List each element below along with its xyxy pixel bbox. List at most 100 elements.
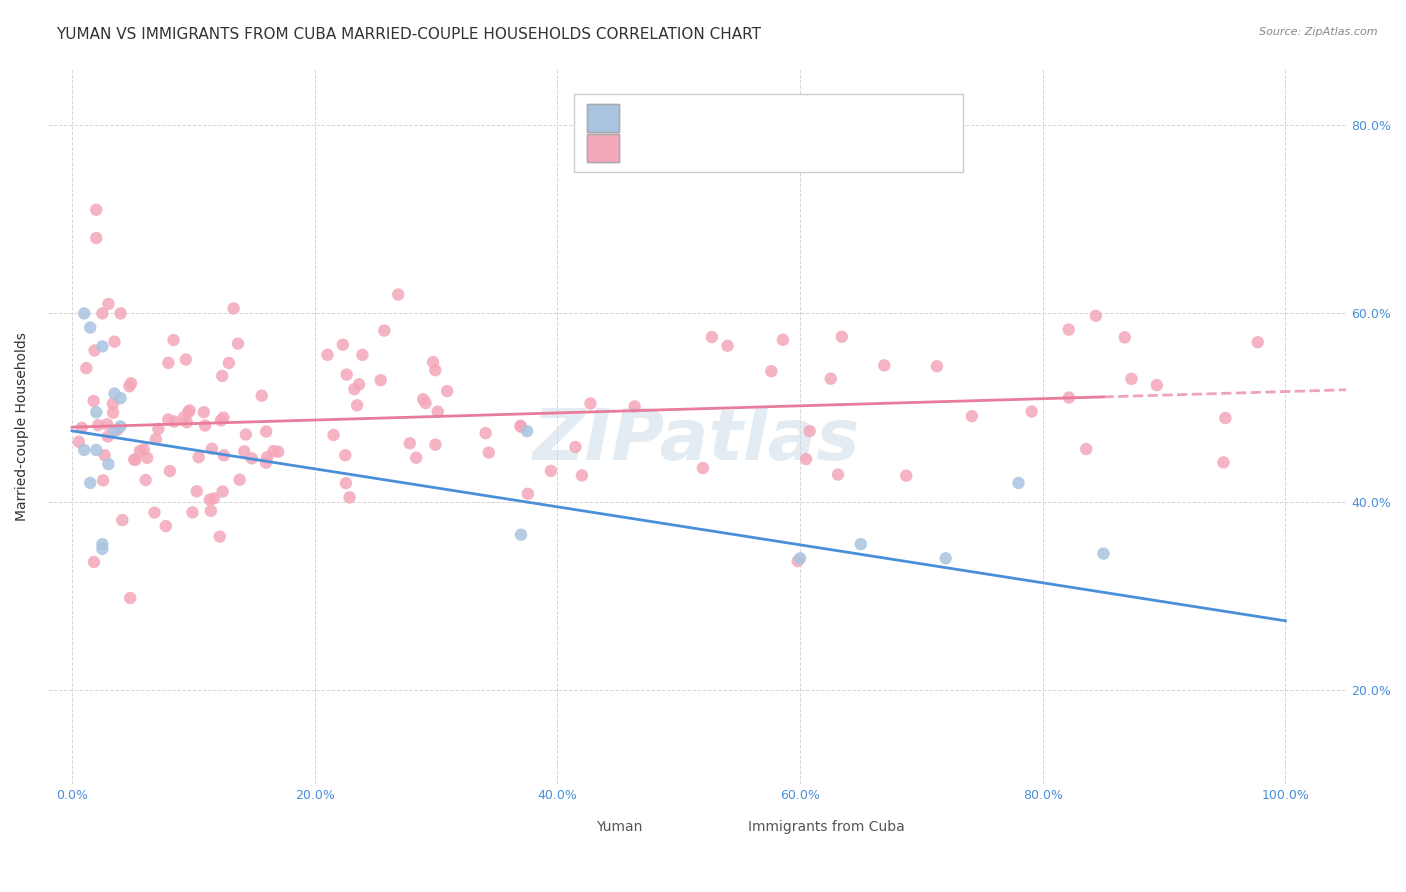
Text: Yuman: Yuman bbox=[596, 821, 643, 834]
Point bbox=[120, 591, 142, 605]
Point bbox=[118, 379, 141, 393]
FancyBboxPatch shape bbox=[586, 135, 619, 161]
Point bbox=[336, 368, 359, 382]
Point bbox=[177, 405, 200, 419]
Point bbox=[132, 442, 155, 457]
Point bbox=[373, 324, 395, 338]
Point bbox=[347, 377, 370, 392]
Point bbox=[510, 527, 533, 541]
Point bbox=[607, 796, 630, 810]
Point bbox=[346, 398, 368, 412]
Point bbox=[129, 444, 152, 458]
Point bbox=[412, 392, 434, 407]
Point bbox=[250, 389, 273, 403]
Point bbox=[263, 444, 285, 458]
Point bbox=[110, 391, 132, 405]
Point bbox=[101, 406, 124, 420]
Point bbox=[425, 438, 447, 452]
Point bbox=[176, 415, 198, 429]
Point bbox=[97, 457, 120, 471]
Point bbox=[97, 297, 120, 311]
Point bbox=[211, 484, 233, 499]
Point bbox=[1084, 309, 1107, 323]
Point bbox=[84, 405, 107, 419]
Point bbox=[91, 339, 114, 353]
Point bbox=[254, 425, 277, 439]
Point bbox=[799, 424, 821, 438]
Point bbox=[426, 405, 449, 419]
Y-axis label: Married-couple Households: Married-couple Households bbox=[15, 332, 30, 521]
Point bbox=[174, 352, 197, 367]
Point bbox=[209, 413, 232, 427]
Point bbox=[564, 440, 586, 454]
Point bbox=[516, 487, 538, 501]
Point bbox=[187, 450, 209, 465]
Point bbox=[222, 301, 245, 316]
Point bbox=[91, 306, 114, 320]
Point bbox=[93, 448, 115, 462]
Point bbox=[122, 452, 145, 467]
Point bbox=[91, 541, 114, 556]
Point bbox=[332, 337, 354, 351]
Point bbox=[148, 422, 170, 436]
Point bbox=[516, 424, 538, 438]
FancyBboxPatch shape bbox=[586, 104, 619, 131]
Point bbox=[107, 422, 129, 436]
FancyBboxPatch shape bbox=[755, 815, 787, 838]
Point bbox=[322, 428, 344, 442]
Point bbox=[91, 474, 114, 488]
Point bbox=[422, 355, 444, 369]
Point bbox=[692, 461, 714, 475]
Point bbox=[212, 448, 235, 462]
Point bbox=[110, 306, 132, 320]
Point bbox=[339, 491, 361, 505]
Point bbox=[387, 287, 409, 301]
Point bbox=[198, 492, 221, 507]
Point bbox=[510, 419, 533, 434]
Point bbox=[186, 484, 208, 499]
Point bbox=[1114, 330, 1136, 344]
Text: R = -0.526   N =  22: R = -0.526 N = 22 bbox=[606, 108, 773, 122]
Text: Source: ZipAtlas.com: Source: ZipAtlas.com bbox=[1260, 27, 1378, 37]
Point bbox=[352, 348, 374, 362]
Point bbox=[97, 429, 120, 443]
Point bbox=[789, 551, 811, 566]
Point bbox=[316, 348, 339, 362]
Point bbox=[233, 444, 256, 458]
Point bbox=[79, 320, 101, 334]
Point bbox=[925, 359, 948, 374]
Point bbox=[208, 530, 231, 544]
Point bbox=[79, 475, 101, 490]
Point bbox=[75, 361, 97, 376]
Point bbox=[827, 467, 849, 482]
Point bbox=[103, 424, 125, 438]
Point bbox=[110, 419, 132, 434]
Point bbox=[159, 464, 181, 478]
Point bbox=[101, 397, 124, 411]
Text: Immigrants from Cuba: Immigrants from Cuba bbox=[748, 821, 905, 834]
Point bbox=[831, 329, 853, 343]
Point bbox=[179, 403, 201, 417]
Point bbox=[849, 537, 872, 551]
Point bbox=[343, 382, 366, 396]
Point bbox=[478, 445, 501, 459]
Point bbox=[1076, 442, 1098, 456]
Point bbox=[425, 363, 447, 377]
Point bbox=[181, 505, 204, 519]
Point bbox=[1092, 547, 1115, 561]
FancyBboxPatch shape bbox=[541, 815, 574, 838]
Point bbox=[211, 368, 233, 383]
Point bbox=[761, 364, 783, 378]
Point bbox=[70, 421, 93, 435]
Point bbox=[405, 450, 427, 465]
Point bbox=[202, 491, 225, 506]
Point bbox=[143, 506, 166, 520]
Point bbox=[786, 554, 808, 568]
Point bbox=[124, 453, 146, 467]
Point bbox=[120, 376, 142, 391]
Point bbox=[157, 412, 180, 426]
Point bbox=[474, 426, 496, 441]
Point bbox=[415, 396, 437, 410]
Point bbox=[84, 442, 107, 457]
Point bbox=[84, 202, 107, 217]
